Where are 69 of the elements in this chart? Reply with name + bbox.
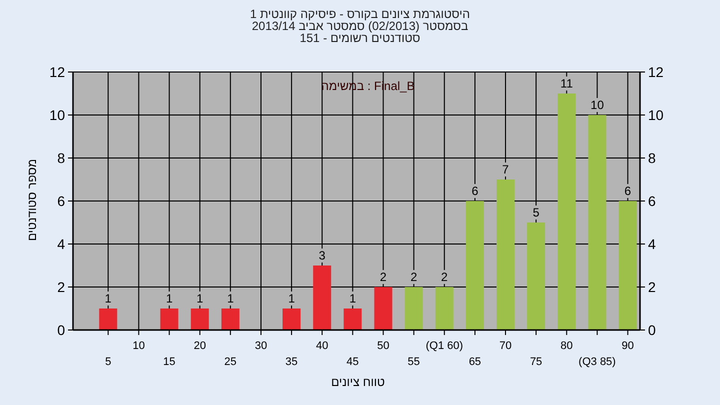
x-tick-label: 55 xyxy=(408,356,420,368)
y2-tick-label: 4 xyxy=(648,236,656,252)
x-tick-label: 5 xyxy=(105,356,112,368)
x-tick-label: 10 xyxy=(132,340,145,352)
y-tick-label: 4 xyxy=(57,236,66,252)
x-tick-label: (Q3 85) xyxy=(578,356,616,368)
data-label: 3 xyxy=(318,248,326,262)
y2-tick-label: 2 xyxy=(648,279,656,295)
y2-tick-label: 6 xyxy=(648,193,656,209)
bar xyxy=(344,308,362,330)
bar xyxy=(618,201,637,330)
x-tick-label: 25 xyxy=(224,356,237,368)
x-tick-label: 50 xyxy=(377,340,390,352)
data-label: 5 xyxy=(532,206,540,220)
data-label: 1 xyxy=(196,292,204,306)
data-label: 1 xyxy=(349,292,356,306)
x-tick-label: 35 xyxy=(285,356,298,368)
x-tick-label: 20 xyxy=(194,340,206,352)
x-tick-label: 15 xyxy=(163,356,176,368)
bar xyxy=(404,287,423,330)
bar xyxy=(313,266,332,330)
data-label: 7 xyxy=(502,162,510,176)
text: סטודנטים רשומים - 151 xyxy=(300,31,420,45)
data-label: 1 xyxy=(166,292,173,306)
data-label: 6 xyxy=(472,184,479,198)
y-tick-label: 10 xyxy=(49,107,66,123)
y-tick-label: 6 xyxy=(57,193,66,209)
x-tick-label: 45 xyxy=(346,356,359,368)
y-tick-label: 12 xyxy=(49,64,66,80)
bar xyxy=(496,180,515,330)
x-tick-label: 80 xyxy=(560,340,573,352)
y-tick-label: 8 xyxy=(57,150,66,166)
x-axis-title: טווח ציונים xyxy=(331,375,386,389)
y2-tick-label: 12 xyxy=(648,64,664,80)
data-label: 11 xyxy=(560,76,574,90)
y2-tick-label: 10 xyxy=(648,107,664,123)
data-label: 2 xyxy=(410,270,418,284)
data-label: 2 xyxy=(380,270,387,284)
bar xyxy=(374,287,392,330)
x-tick-label: 65 xyxy=(468,356,482,368)
bar xyxy=(160,308,178,330)
y-tick-label: 0 xyxy=(57,322,66,338)
data-label: 1 xyxy=(288,292,296,306)
y-tick-label: 2 xyxy=(57,279,66,295)
bar xyxy=(282,308,301,330)
x-tick-label: 40 xyxy=(316,340,328,352)
y2-tick-label: 0 xyxy=(648,322,656,338)
data-label: 10 xyxy=(590,98,604,112)
data-label: 1 xyxy=(104,292,112,306)
chart-title: היסטוגרמת ציונים בקורס - פיסיקה קוונטית 1 xyxy=(250,7,470,21)
x-tick-label: 30 xyxy=(254,340,268,352)
bar xyxy=(588,115,606,330)
data-label: 6 xyxy=(624,184,632,198)
y2-tick-label: 8 xyxy=(648,150,656,166)
data-label: 1 xyxy=(227,292,234,306)
bar xyxy=(466,201,484,330)
bar xyxy=(190,308,209,330)
x-tick-label: 90 xyxy=(622,340,634,352)
chart-subtitle: בסמסטר (02/2013) סמסטר אביב 2013/14 xyxy=(252,19,468,33)
bar xyxy=(558,94,576,330)
x-tick-label: 70 xyxy=(499,340,512,352)
y-axis-title: מספר סטודנטים xyxy=(25,158,39,242)
bar xyxy=(435,287,454,330)
x-tick-label: (Q1 60) xyxy=(426,340,464,352)
bar xyxy=(99,308,118,330)
data-label: 2 xyxy=(441,270,448,284)
bar xyxy=(527,222,546,330)
bar xyxy=(221,308,240,330)
x-tick-label: 75 xyxy=(530,356,542,368)
